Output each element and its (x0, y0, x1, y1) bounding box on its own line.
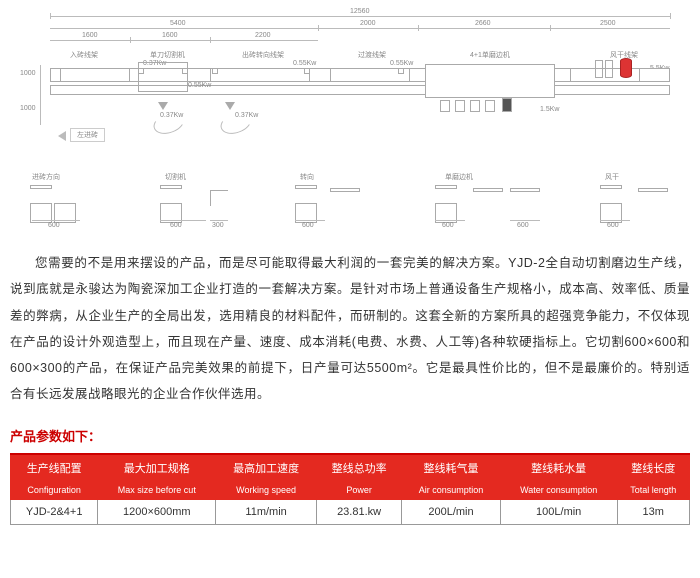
th-cn-4: 整线耗气量 (402, 455, 501, 480)
layout-diagram: 12560 5400 2000 2660 2500 1600 1600 2200… (10, 10, 690, 235)
th-en-5: Water consumption (500, 480, 617, 500)
params-title: 产品参数如下： (10, 426, 690, 445)
th-cn-5: 整线耗水量 (500, 455, 617, 480)
feed-arrow: 左进砖 (70, 128, 105, 142)
th-cn-3: 整线总功率 (317, 455, 402, 480)
params-table: 生产线配置 最大加工规格 最高加工速度 整线总功率 整线耗气量 整线耗水量 整线… (10, 455, 690, 526)
product-description: 您需要的不是用来摆设的产品，而是尽可能取得最大利润的一套完美的解决方案。YJD-… (10, 250, 690, 408)
th-en-4: Air consumption (402, 480, 501, 500)
th-en-0: Configuration (11, 480, 98, 500)
th-en-1: Max size before cut (98, 480, 216, 500)
th-en-2: Working speed (216, 480, 317, 500)
th-cn-1: 最大加工规格 (98, 455, 216, 480)
table-row: YJD-2&4+1 1200×600mm 11m/min 23.81.kw 20… (11, 500, 690, 525)
th-cn-6: 整线长度 (617, 455, 689, 480)
dim-total: 12560 (350, 8, 369, 15)
th-cn-2: 最高加工速度 (216, 455, 317, 480)
th-en-3: Power (317, 480, 402, 500)
th-en-6: Total length (617, 480, 689, 500)
th-cn-0: 生产线配置 (11, 455, 98, 480)
